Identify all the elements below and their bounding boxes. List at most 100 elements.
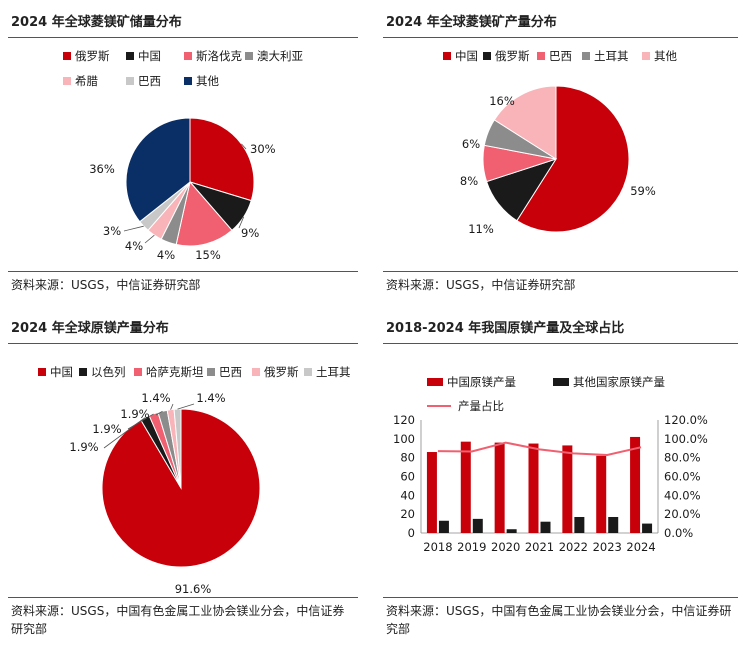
legend-label: 其他 xyxy=(654,49,677,63)
legend-swatch xyxy=(38,368,46,376)
panel-title: 2024 年全球菱镁矿产量分布 xyxy=(383,8,738,38)
legend-swatch xyxy=(63,77,71,85)
leader-line xyxy=(241,143,247,150)
legend-label: 澳大利亚 xyxy=(257,49,303,63)
bar-china xyxy=(426,452,437,533)
bar-other xyxy=(438,520,449,533)
x-tick-label: 2023 xyxy=(593,540,622,554)
ore-production-pie-chart: 中国 俄罗斯 巴西 土耳其 其他 59% 11% 8% 6% 16% xyxy=(443,49,677,236)
y-tick-label: 0 xyxy=(408,526,415,540)
legend-label: 其他 xyxy=(196,74,219,88)
panel-source: 资料来源：USGS，中信证券研究部 xyxy=(383,271,738,297)
y-tick-label: 40 xyxy=(400,488,415,502)
bar-other xyxy=(642,523,653,533)
panel-source: 资料来源：USGS，中国有色金属工业协会镁业分会，中信证券研究部 xyxy=(383,597,738,640)
data-label: 1.9% xyxy=(92,422,121,436)
legend-label: 以色列 xyxy=(91,365,126,379)
data-label: 36% xyxy=(89,162,115,176)
x-tick-label: 2024 xyxy=(626,540,655,554)
pie-slice xyxy=(175,180,233,247)
legend-label: 希腊 xyxy=(75,74,98,88)
bar-other xyxy=(506,529,517,533)
data-label: 15% xyxy=(195,248,221,262)
x-tick-label: 2022 xyxy=(559,540,588,554)
y2-tick-label: 80.0% xyxy=(664,451,701,465)
leader-line xyxy=(123,225,144,232)
bar-other xyxy=(608,516,619,533)
x-tick-label: 2021 xyxy=(525,540,554,554)
y2-tick-label: 60.0% xyxy=(664,470,701,484)
leader-line xyxy=(155,410,163,416)
y-tick-label: 20 xyxy=(400,507,415,521)
pie-slice xyxy=(125,117,191,223)
data-label: 1.4% xyxy=(196,391,225,405)
legend-swatch xyxy=(245,52,253,60)
panel-source: 资料来源：USGS，中国有色金属工业协会镁业分会，中信证券研究部 xyxy=(8,597,358,640)
legend-label: 哈萨克斯坦 xyxy=(146,365,204,379)
legend-swatch xyxy=(252,368,260,376)
bar-china xyxy=(528,443,539,533)
data-label: 4% xyxy=(125,239,143,253)
y2-tick-label: 120.0% xyxy=(664,413,708,427)
legend-label: 中国 xyxy=(138,49,161,63)
legend-swatch xyxy=(184,52,192,60)
data-label: 6% xyxy=(462,137,480,151)
legend-label: 巴西 xyxy=(138,74,161,88)
panel-primary-magnesium: 2024 年全球原镁产量分布 中国 以色列 哈萨克斯坦 巴西 俄罗斯 土耳其 91.6% 1.… xyxy=(8,314,358,640)
legend-swatch xyxy=(537,52,545,60)
y-tick-label: 120 xyxy=(393,413,415,427)
data-label: 4% xyxy=(157,248,175,262)
panel-source: 资料来源：USGS，中信证券研究部 xyxy=(8,271,358,297)
legend-swatch xyxy=(427,378,443,386)
legend-label: 巴西 xyxy=(219,365,242,379)
legend-swatch xyxy=(304,368,312,376)
leader-line xyxy=(127,413,154,430)
y-tick-label: 80 xyxy=(400,451,415,465)
bar-china xyxy=(494,442,505,533)
y-tick-label: 60 xyxy=(400,470,415,484)
legend-swatch xyxy=(184,77,192,85)
x-tick-label: 2019 xyxy=(457,540,486,554)
pie-slice xyxy=(516,85,630,233)
legend-label: 中国 xyxy=(50,365,73,379)
data-label: 8% xyxy=(460,174,478,188)
legend-swatch xyxy=(126,52,134,60)
bar-china xyxy=(596,455,607,533)
legend-swatch xyxy=(642,52,650,60)
data-label: 1.4% xyxy=(141,391,170,405)
y2-tick-label: 0.0% xyxy=(664,526,693,540)
legend-swatch xyxy=(126,77,134,85)
legend-swatch xyxy=(483,52,491,60)
legend-label: 俄罗斯 xyxy=(75,49,110,63)
bar-china xyxy=(460,441,471,533)
leader-line xyxy=(170,403,174,410)
y-tick-label: 100 xyxy=(393,432,415,446)
legend-label: 中国原镁产量 xyxy=(447,375,516,389)
legend-label: 巴西 xyxy=(549,49,572,63)
panel-ore-production: 2024 年全球菱镁矿产量分布 中国 俄罗斯 巴西 土耳其 其他 59% 11% 8% 6% 16… xyxy=(383,8,738,297)
y2-tick-label: 20.0% xyxy=(664,507,701,521)
data-label: 16% xyxy=(489,94,515,108)
panel-china-production: 2018-2024 年我国原镁产量及全球占比 中国原镁产量 其他国家原镁产量 产量占… xyxy=(383,314,738,640)
panel-title: 2024 年全球原镁产量分布 xyxy=(8,314,358,344)
panel-title: 2018-2024 年我国原镁产量及全球占比 xyxy=(383,314,738,344)
leader-line xyxy=(144,234,155,244)
legend-label: 土耳其 xyxy=(594,49,629,63)
legend-label: 中国 xyxy=(455,49,478,63)
data-label: 3% xyxy=(103,224,121,238)
legend-swatch xyxy=(582,52,590,60)
bar-other xyxy=(540,521,551,533)
data-label: 1.9% xyxy=(120,407,149,421)
share-line xyxy=(437,441,642,457)
legend-swatch xyxy=(207,368,215,376)
legend-label: 土耳其 xyxy=(316,365,351,379)
y2-tick-label: 100.0% xyxy=(664,432,708,446)
bar-other xyxy=(472,518,483,533)
bar-china xyxy=(562,445,573,533)
pie-slice xyxy=(493,85,557,160)
leader-line xyxy=(177,403,195,410)
bar-china xyxy=(630,436,641,533)
y2-tick-label: 40.0% xyxy=(664,488,701,502)
